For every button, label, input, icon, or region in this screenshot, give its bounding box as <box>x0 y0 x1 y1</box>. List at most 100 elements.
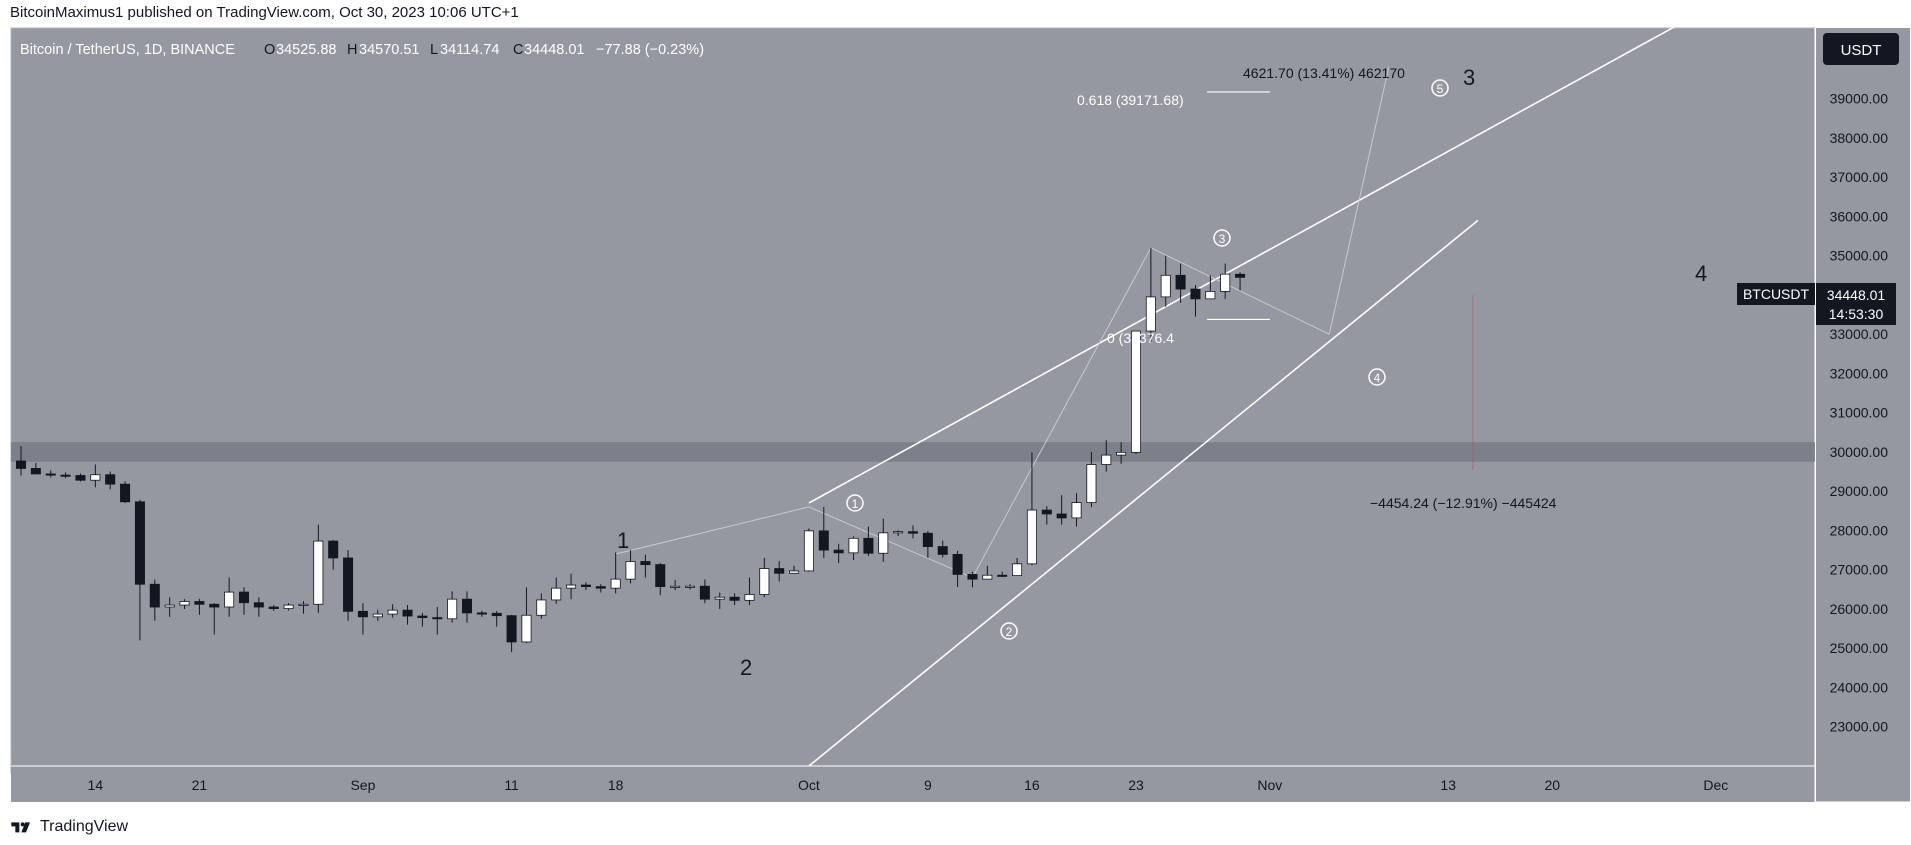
candle-body-down <box>417 615 428 619</box>
candle <box>224 577 235 617</box>
candle-body-up <box>1205 291 1216 300</box>
candle-body-up <box>803 530 814 572</box>
wave-1-label: 1 <box>617 528 629 553</box>
candle <box>1220 263 1231 299</box>
candle <box>75 473 86 482</box>
candle <box>357 603 368 635</box>
candle <box>447 591 458 623</box>
candle-body-down <box>699 585 710 600</box>
candle <box>1056 495 1067 525</box>
candle-body-down <box>343 557 354 612</box>
resistance-zone <box>11 442 1815 462</box>
publisher-line: BitcoinMaximus1 published on TradingView… <box>10 4 519 21</box>
candle-body-up <box>447 598 458 620</box>
x-tick-label: 9 <box>924 777 932 793</box>
candle-body-down <box>922 532 933 547</box>
y-tick-label: 27000.00 <box>1830 562 1889 578</box>
x-axis-strip <box>11 766 1815 802</box>
candle <box>1012 557 1023 577</box>
y-axis-strip <box>1816 28 1910 802</box>
svg-text:5: 5 <box>1437 82 1444 96</box>
candle-body-down <box>937 546 948 555</box>
legend-high-label: H <box>347 42 357 58</box>
candle <box>551 577 562 604</box>
x-tick-label: Dec <box>1703 777 1728 793</box>
candle <box>461 591 473 623</box>
currency-button[interactable]: USDT <box>1823 33 1899 65</box>
candle <box>313 524 324 613</box>
candle <box>714 592 725 609</box>
candle-body-up <box>224 591 235 608</box>
candle-body-down <box>105 474 116 485</box>
currency-label: USDT <box>1841 42 1882 59</box>
legend-close-label: C <box>513 42 523 58</box>
x-axis-labels: 14 21 Sep 11 18 Oct 9 16 23 Nov 13 20 Dec <box>88 777 1729 793</box>
price-tag: BTCUSDT 34448.01 14:53:30 <box>1737 283 1896 325</box>
y-tick-label: 24000.00 <box>1830 679 1889 695</box>
candle <box>432 607 443 635</box>
candle <box>803 528 814 572</box>
candle <box>521 587 532 644</box>
candle <box>774 561 785 582</box>
candle-body-down <box>15 460 27 469</box>
candle-body-down <box>149 583 160 608</box>
wave-2-label: 2 <box>740 655 752 680</box>
candle <box>1145 247 1156 343</box>
candle <box>1130 330 1142 454</box>
subwave-5-marker: 5 <box>1431 79 1449 97</box>
subwave-1-marker: 1 <box>846 494 864 512</box>
candle-body-up <box>878 532 889 554</box>
svg-text:4: 4 <box>1374 371 1381 385</box>
candle <box>893 530 904 536</box>
y-tick-label: 26000.00 <box>1830 601 1889 617</box>
candle <box>536 593 547 619</box>
chart-background <box>11 28 1815 776</box>
measure-up-label: 4621.70 (13.41%) 462170 <box>1243 65 1405 81</box>
candle <box>1101 440 1112 472</box>
candle <box>566 573 577 600</box>
candle-body-down <box>1175 274 1186 290</box>
measure-down-label: −4454.24 (−12.91%) −445424 <box>1370 495 1557 511</box>
candles-layer[interactable] <box>15 247 1246 653</box>
candle-body-down <box>238 591 250 604</box>
candle-body-up <box>1086 464 1097 503</box>
candle <box>491 610 502 627</box>
candle <box>863 526 874 556</box>
candle-body-down <box>253 602 264 608</box>
candle <box>922 530 933 558</box>
candle <box>818 506 829 558</box>
candle <box>506 614 517 653</box>
y-tick-label: 35000.00 <box>1830 248 1889 264</box>
y-tick-label: 23000.00 <box>1830 719 1889 735</box>
candle-body-down <box>833 549 844 554</box>
wave-4-label: 4 <box>1695 261 1707 286</box>
candle <box>982 565 993 580</box>
channel-lower-line <box>808 219 1479 767</box>
candle <box>878 518 889 562</box>
svg-text:1: 1 <box>852 497 859 511</box>
candle <box>1160 255 1171 307</box>
y-tick-label: 29000.00 <box>1830 483 1889 499</box>
drawing-layer <box>615 11 1702 767</box>
x-tick-label: 16 <box>1024 777 1040 793</box>
x-tick-label: 23 <box>1128 777 1144 793</box>
candle <box>1071 493 1082 527</box>
candle-body-up <box>551 587 562 601</box>
candle-body-down <box>1041 509 1052 515</box>
candle <box>789 565 800 574</box>
candle <box>60 472 71 479</box>
wave-path-segment <box>615 506 810 555</box>
candle <box>952 550 963 587</box>
footer-brand[interactable]: TradingView <box>10 816 128 838</box>
candle <box>1026 452 1037 566</box>
candle <box>1175 263 1186 303</box>
candle-body-down <box>1056 513 1067 519</box>
candle <box>1235 272 1246 291</box>
candle-body-up <box>1116 451 1127 456</box>
subwave-4-marker: 4 <box>1368 368 1386 386</box>
candle <box>343 550 354 621</box>
candle <box>90 464 101 488</box>
candle <box>387 604 398 618</box>
candle <box>670 579 681 591</box>
